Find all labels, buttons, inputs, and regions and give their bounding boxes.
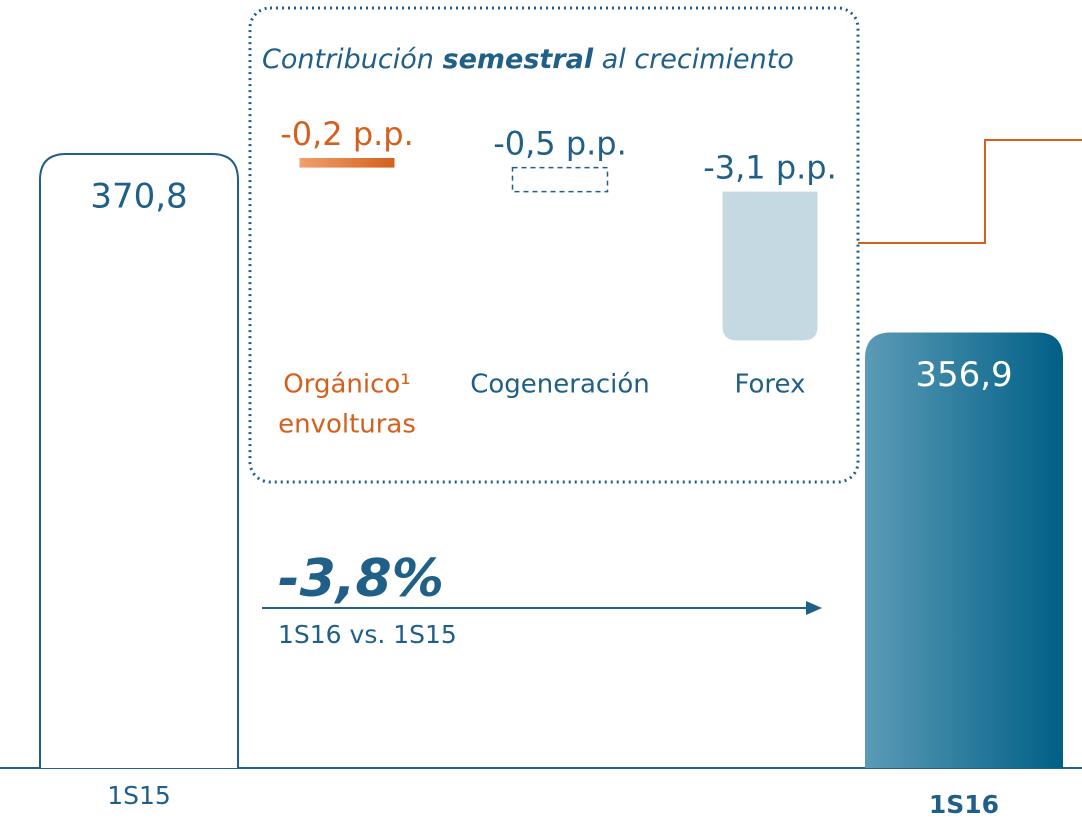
contribution-label: -0,5 p.p. — [493, 125, 627, 163]
bar — [39, 152, 239, 768]
x-tick-label: 1S15 — [107, 781, 171, 810]
contribution-label: -3,1 p.p. — [703, 149, 837, 187]
contribution-box — [248, 6, 860, 484]
bar — [865, 332, 1063, 768]
x-tick-label: 1S16 — [929, 790, 999, 819]
growth-note: 1S16 vs. 1S15 — [278, 620, 457, 649]
title-part: al crecimiento — [602, 44, 794, 75]
title-part: Contribución — [262, 44, 434, 75]
title-part: semestral — [443, 44, 594, 75]
connector — [858, 139, 1082, 244]
arrow-head — [806, 601, 822, 615]
box-title: Contribución semestral al crecimiento — [262, 44, 794, 75]
contribution-label: -0,2 p.p. — [280, 115, 414, 153]
contribution-category: Orgánico¹ — [283, 370, 410, 400]
contribution-category: Cogeneración — [470, 370, 650, 400]
contribution-bar — [299, 158, 395, 168]
value-label: 370,8 — [90, 176, 187, 216]
contribution-category: envolturas — [278, 410, 416, 440]
contribution-bar — [722, 191, 818, 341]
contribution-category: Forex — [735, 370, 806, 400]
growth-label: -3,8% — [278, 549, 444, 609]
contribution-bar — [511, 166, 609, 193]
value-label: 356,9 — [915, 355, 1012, 395]
